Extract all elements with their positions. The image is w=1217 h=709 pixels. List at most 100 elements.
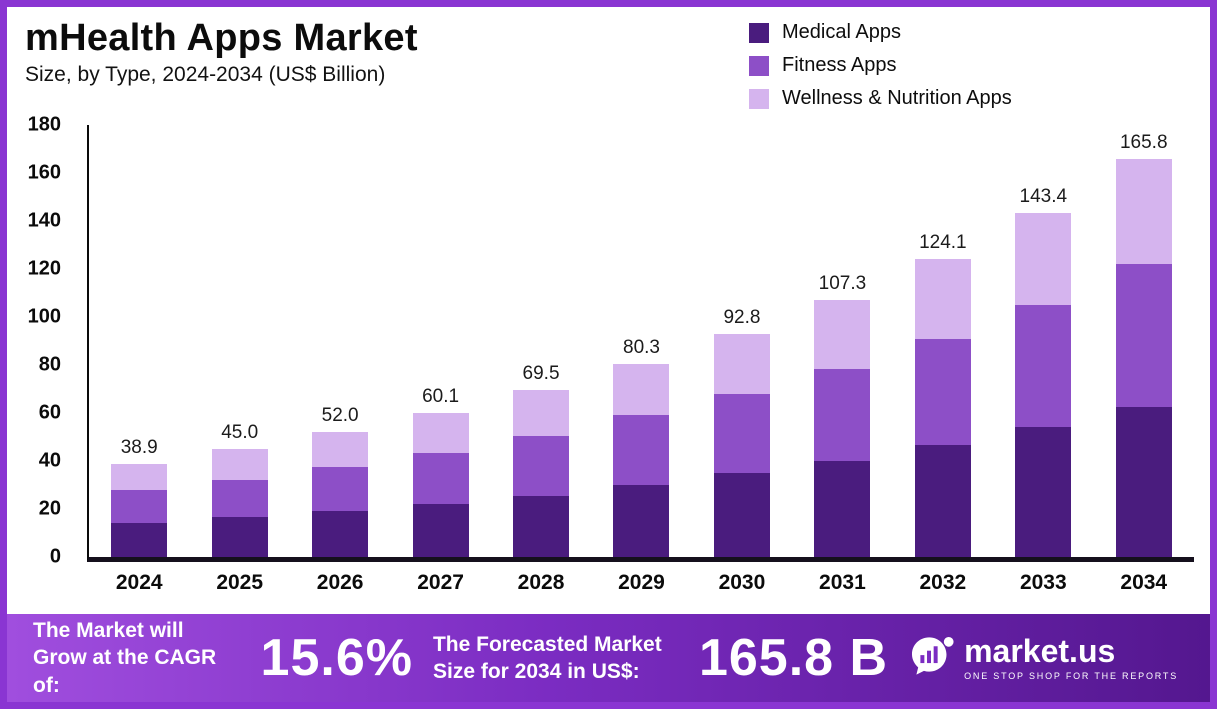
y-tick-label: 100	[27, 305, 61, 328]
legend-swatch-wellness-nutrition-apps	[749, 88, 769, 109]
bar-total-label: 80.3	[623, 337, 660, 359]
page-subtitle: Size, by Type, 2024-2034 (US$ Billion)	[25, 63, 386, 86]
bar-total-label: 60.1	[422, 385, 460, 407]
bar-segment-medical-apps	[713, 473, 770, 557]
legend-item-fitness-apps: Fitness Apps	[749, 54, 1012, 77]
y-tick-label: 60	[38, 401, 61, 424]
bar-segment-wellness-nutrition-apps	[613, 364, 670, 416]
bar-group: 143.4	[993, 125, 1093, 557]
x-axis-label: 2031	[819, 571, 866, 594]
bar-group: 92.8	[692, 125, 792, 557]
bar-total-label: 124.1	[919, 232, 967, 254]
plot-area: 0 20 40 60 80 100 120 140 160 180 38.9 45.0 52.0 60.…	[28, 114, 1194, 594]
x-axis-label: 2032	[919, 571, 967, 594]
bar-segment-wellness-nutrition-apps	[914, 259, 971, 339]
bar-segment-medical-apps	[814, 461, 871, 557]
bar-total-label: 107.3	[818, 272, 867, 294]
chart-region: mHealth Apps Market Size, by Type, 2024-…	[7, 7, 1210, 614]
bar-group: 38.9	[89, 125, 189, 557]
x-axis-label: 2028	[517, 571, 565, 594]
bar-group: 69.5	[491, 125, 591, 557]
y-tick-label: 160	[27, 161, 61, 184]
y-tick-label: 120	[27, 257, 61, 280]
chart-legend: Medical Apps Fitness Apps Wellness & Nut…	[749, 21, 1012, 120]
bar-stack	[613, 364, 670, 557]
bars: 38.9 45.0 52.0 60.1 69.5 80.3 92.8 107.3 124.1 14…	[89, 125, 1194, 557]
bar-group: 45.0	[189, 125, 289, 557]
bar-group: 165.8	[1094, 125, 1194, 557]
y-tick-label: 40	[38, 449, 61, 472]
bar-stack	[211, 449, 268, 557]
brand-text: market.us ONE STOP SHOP FOR THE REPORTS	[964, 635, 1178, 681]
cagr-value: 15.6%	[260, 629, 413, 687]
x-axis-label: 2024	[115, 571, 163, 594]
bar-stack	[513, 390, 570, 557]
forecast-value: 165.8 B	[698, 629, 889, 687]
bar-group: 80.3	[591, 125, 691, 557]
bar-stack	[412, 412, 469, 557]
bar-total-label: 38.9	[120, 436, 158, 458]
bar-segment-wellness-nutrition-apps	[1015, 212, 1072, 306]
page-title: mHealth Apps Market	[25, 17, 418, 59]
bar-segment-fitness-apps	[312, 467, 369, 512]
bar-total-label: 92.8	[723, 307, 761, 329]
legend-swatch-fitness-apps	[749, 55, 769, 76]
bar-segment-fitness-apps	[1015, 305, 1072, 428]
bar-total-label: 52.0	[321, 405, 359, 427]
bar-total-label: 143.4	[1019, 185, 1068, 207]
bar-stack	[713, 334, 770, 557]
bar-segment-medical-apps	[914, 445, 971, 557]
bar-segment-medical-apps	[1015, 427, 1072, 557]
bar-segment-wellness-nutrition-apps	[312, 432, 369, 468]
legend-label: Fitness Apps	[782, 54, 897, 76]
bar-segment-fitness-apps	[1115, 264, 1172, 407]
bar-segment-wellness-nutrition-apps	[713, 334, 770, 394]
bar-stack	[312, 432, 369, 557]
brand-tagline: ONE STOP SHOP FOR THE REPORTS	[964, 671, 1178, 681]
bar-segment-fitness-apps	[613, 415, 670, 485]
x-axis-label: 2027	[417, 571, 464, 594]
marketus-logo-icon	[908, 633, 954, 684]
x-axis-label: 2030	[718, 571, 766, 594]
x-axis-label: 2025	[216, 571, 264, 594]
chart-header: mHealth Apps Market Size, by Type, 2024-…	[25, 17, 418, 87]
cagr-label: The Market will Grow at the CAGR of:	[33, 619, 217, 697]
y-tick-label: 80	[38, 353, 61, 376]
bar-stack	[914, 259, 971, 557]
legend-label: Wellness & Nutrition Apps	[782, 87, 1012, 109]
y-tick-label: 0	[49, 545, 61, 568]
brand-name: market.us	[964, 633, 1116, 669]
bar-segment-fitness-apps	[914, 338, 971, 446]
bar-group: 107.3	[792, 125, 892, 557]
brand-block: market.us ONE STOP SHOP FOR THE REPORTS	[908, 633, 1184, 684]
y-tick-label: 20	[38, 497, 61, 520]
forecast-label: The Forecasted Market Size for 2034 in U…	[432, 632, 662, 683]
bar-segment-fitness-apps	[211, 480, 268, 518]
bar-segment-medical-apps	[211, 517, 268, 557]
x-axis-labels: 2024 2025 2026 2027 2028 2029 2030 2031 2032 2033…	[89, 571, 1194, 595]
x-axis-label: 2026	[316, 571, 364, 594]
bar-segment-wellness-nutrition-apps	[412, 412, 469, 453]
bar-segment-fitness-apps	[412, 452, 469, 505]
legend-swatch-medical-apps	[749, 22, 769, 43]
bar-segment-wellness-nutrition-apps	[513, 390, 570, 436]
bar-segment-fitness-apps	[513, 435, 570, 496]
bar-segment-medical-apps	[312, 511, 369, 557]
legend-item-medical-apps: Medical Apps	[749, 21, 1012, 44]
bar-stack	[111, 463, 168, 557]
bar-segment-medical-apps	[513, 495, 570, 557]
bar-stack	[1115, 159, 1172, 557]
bar-segment-medical-apps	[412, 504, 469, 557]
bar-segment-wellness-nutrition-apps	[1115, 159, 1172, 265]
bottom-banner: The Market will Grow at the CAGR of: 15.…	[7, 614, 1210, 702]
bar-segment-wellness-nutrition-apps	[814, 299, 871, 369]
bar-segment-fitness-apps	[713, 393, 770, 473]
bar-group: 52.0	[290, 125, 390, 557]
bar-total-label: 45.0	[221, 422, 259, 444]
bar-stack	[814, 299, 871, 557]
bar-segment-fitness-apps	[111, 489, 168, 524]
y-tick-label: 140	[27, 209, 61, 232]
x-axis-label: 2033	[1019, 571, 1067, 594]
legend-label: Medical Apps	[782, 21, 901, 43]
